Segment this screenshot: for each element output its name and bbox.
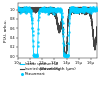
Y-axis label: P(λ), arb.u.: P(λ), arb.u. <box>4 19 8 42</box>
Legend: Inverse spectrum H₂O, Inverted spectrum CH₄, Measurement: Inverse spectrum H₂O, Inverted spectrum … <box>20 62 60 77</box>
X-axis label: Wavelength (μm): Wavelength (μm) <box>40 67 75 71</box>
